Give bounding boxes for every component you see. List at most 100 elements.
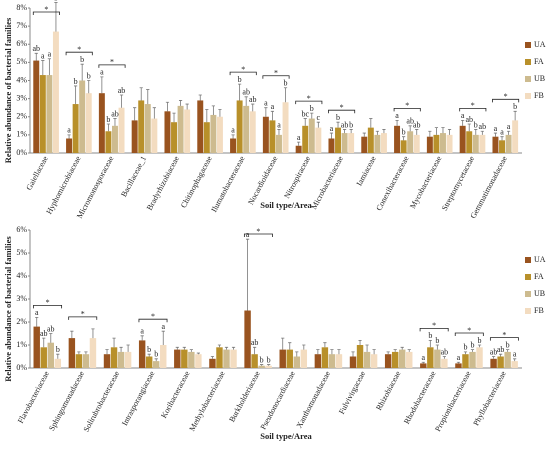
x-axis-title: Soil type/Area [260, 200, 312, 210]
bar [335, 127, 341, 153]
significance-letter: a [264, 99, 268, 108]
error-bar [456, 361, 461, 364]
error-bar [185, 103, 189, 110]
bar [153, 361, 160, 368]
error-bar [161, 330, 165, 345]
x-tick-label: Intrasporangiaceae [120, 369, 157, 427]
significance-letter: b [284, 79, 288, 88]
bar [216, 116, 223, 153]
error-bar [435, 344, 439, 350]
error-bar [146, 89, 150, 105]
significance-star: * [77, 45, 81, 54]
x-tick-label: Rhodobacteraceae [402, 369, 438, 425]
bar [117, 351, 125, 368]
error-bar [499, 353, 503, 357]
error-bar [474, 129, 478, 135]
bar [145, 356, 153, 368]
significance-bracket [419, 328, 449, 332]
error-bar [441, 127, 445, 134]
error-bar [106, 123, 111, 132]
error-bar [47, 58, 51, 76]
bar [105, 131, 112, 153]
bar [370, 354, 378, 368]
x-tick-label: Conexibacteraceae [374, 154, 411, 212]
significance-letter: b [506, 340, 510, 349]
error-bar [270, 110, 275, 121]
significance-letter: a [513, 350, 517, 359]
significance-letter: a [297, 133, 301, 142]
bar [433, 134, 440, 153]
error-bar [382, 129, 386, 134]
error-bar [196, 352, 200, 355]
error-bar [428, 130, 432, 137]
legend-swatch [525, 274, 531, 280]
error-bar [386, 351, 390, 355]
bar [144, 104, 151, 153]
bar [356, 345, 364, 368]
significance-letter: b [260, 355, 264, 364]
significance-letter: a [271, 102, 275, 111]
error-bar [80, 63, 84, 81]
error-bar [375, 130, 379, 135]
significance-letter: b [80, 55, 84, 64]
significance-letter: a [457, 353, 461, 362]
significance-letter: a [246, 230, 250, 239]
significance-bracket [295, 100, 323, 105]
bar [384, 354, 392, 368]
bar [160, 345, 167, 368]
x-tick-label: Hyphomicrobiaceae [44, 154, 82, 216]
error-bar [105, 349, 109, 355]
bar [269, 120, 276, 153]
significance-bracket [459, 107, 487, 112]
error-bar [358, 340, 362, 345]
y-tick-label: 5% [16, 248, 27, 257]
y-tick-label: 1% [16, 340, 27, 349]
error-bar [34, 52, 38, 61]
chart-panel: 0% 1% 2% 3% 4% 5% 6% 7% 8%Relative abundance of … [3, 0, 546, 220]
error-bar [182, 346, 186, 350]
error-bar [224, 346, 229, 350]
x-tick-label: Pseudonocardiaceae [259, 369, 298, 431]
bar [124, 351, 132, 368]
error-bar [330, 349, 334, 355]
x-tick-label: Gemmatimonadaceae [469, 154, 510, 220]
significance-letter: a [100, 68, 104, 77]
error-bar [198, 94, 202, 101]
x-tick-label: Methylobacteriaceae [187, 369, 226, 432]
bar [181, 349, 188, 368]
bar [462, 354, 469, 368]
error-bar [152, 107, 156, 119]
bar [293, 356, 300, 368]
bar [300, 349, 308, 368]
significance-bracket [262, 75, 290, 79]
error-bar [288, 342, 292, 350]
bar [279, 349, 286, 368]
x-tick-label: Fulvivirgaceae [337, 369, 367, 415]
significance-letter: ab [497, 345, 505, 354]
y-tick-label: 2% [16, 317, 27, 326]
error-bar [139, 87, 143, 101]
significance-letter: a [500, 128, 504, 137]
error-bar [218, 109, 222, 117]
bar [66, 138, 73, 153]
bar [262, 116, 269, 153]
bar [413, 134, 420, 153]
bar [328, 138, 335, 153]
significance-letter: b [147, 345, 151, 354]
bar [244, 310, 251, 368]
significance-letter: ab [242, 88, 250, 97]
error-bar [54, 2, 58, 32]
significance-letter: ab [413, 120, 421, 129]
bar [110, 347, 118, 368]
significance-letter: a [395, 111, 399, 120]
chart-panel: 0% 1% 2% 3% 4% 5% 6%Relative abundance of bact… [3, 225, 546, 441]
bar [302, 125, 309, 153]
bar [138, 100, 145, 153]
significance-letter: b [106, 115, 110, 124]
error-bar [35, 317, 39, 327]
significance-bracket [393, 107, 421, 112]
bar [490, 358, 497, 368]
bar [210, 114, 217, 153]
bar [328, 354, 336, 368]
bar [164, 111, 171, 153]
